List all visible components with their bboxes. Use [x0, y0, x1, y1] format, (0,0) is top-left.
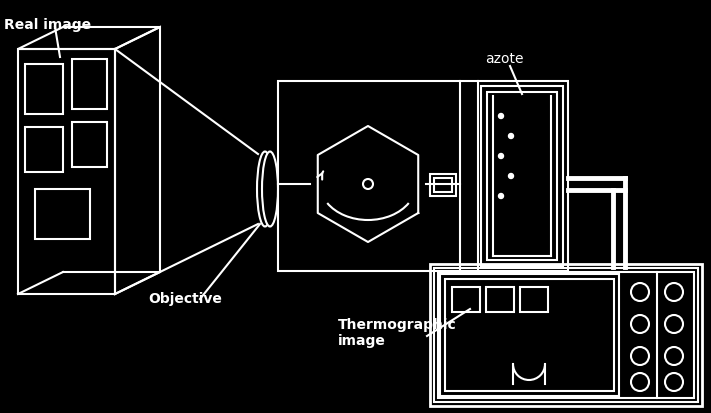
Bar	[486, 287, 514, 312]
Circle shape	[665, 315, 683, 333]
Circle shape	[665, 373, 683, 391]
Circle shape	[631, 373, 649, 391]
Ellipse shape	[262, 152, 278, 227]
Ellipse shape	[257, 152, 273, 227]
Bar	[487, 93, 557, 260]
Bar	[430, 264, 702, 406]
Bar	[25, 128, 63, 173]
Circle shape	[508, 134, 513, 139]
Bar	[445, 279, 614, 391]
Bar	[278, 82, 568, 271]
Bar	[452, 287, 480, 312]
Bar	[25, 65, 63, 115]
Bar	[430, 175, 456, 197]
Bar	[72, 60, 107, 110]
Text: Real image: Real image	[4, 18, 91, 32]
Circle shape	[631, 315, 649, 333]
Circle shape	[508, 174, 513, 179]
Circle shape	[665, 347, 683, 365]
Bar	[520, 287, 548, 312]
Circle shape	[631, 283, 649, 301]
Bar	[438, 272, 694, 398]
Text: Objective: Objective	[148, 291, 222, 305]
Text: Thermographic
image: Thermographic image	[338, 317, 456, 347]
Text: azote: azote	[485, 52, 523, 66]
Bar	[35, 190, 90, 240]
Bar	[434, 268, 698, 402]
Bar	[72, 123, 107, 168]
Circle shape	[498, 194, 503, 199]
Circle shape	[498, 114, 503, 119]
Circle shape	[363, 180, 373, 190]
Bar	[440, 274, 619, 396]
Circle shape	[631, 347, 649, 365]
Bar	[481, 87, 563, 266]
Circle shape	[665, 283, 683, 301]
Bar	[434, 178, 452, 192]
Circle shape	[498, 154, 503, 159]
Bar	[18, 50, 115, 294]
